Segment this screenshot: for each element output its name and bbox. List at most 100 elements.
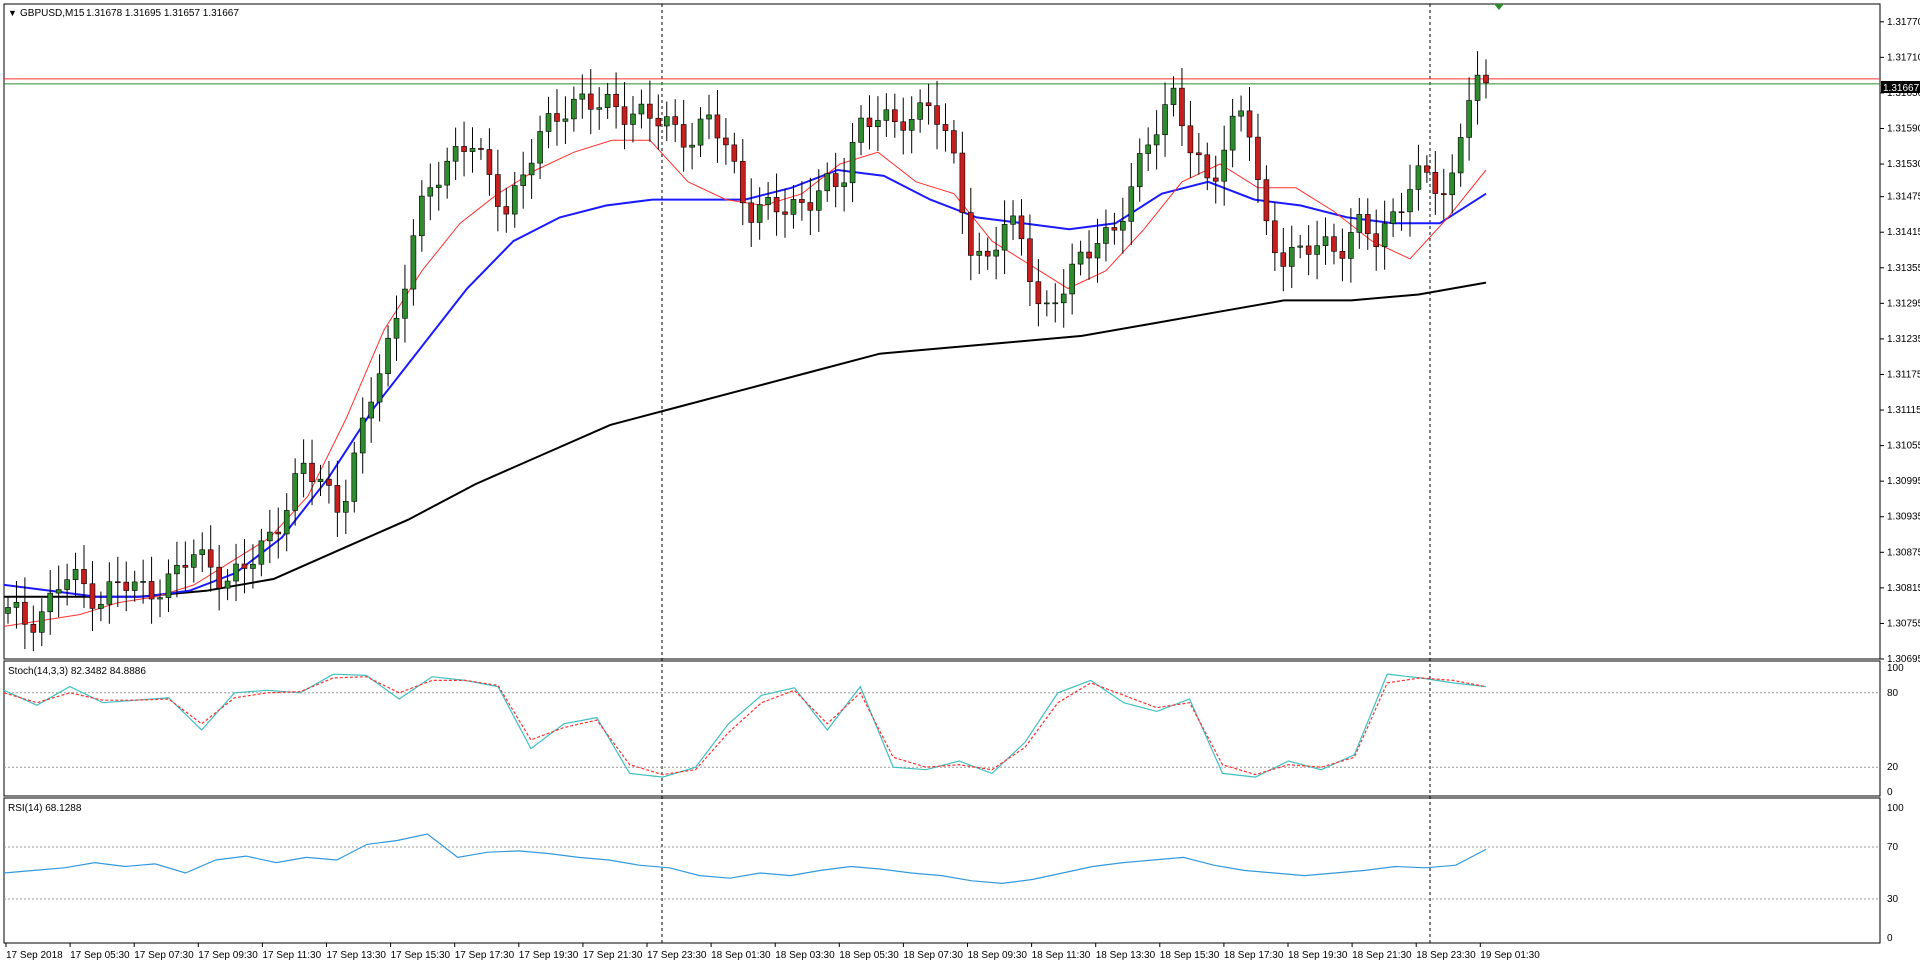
bull-candle-body (663, 116, 670, 127)
bull-candle-body (1120, 221, 1126, 231)
candle (1010, 200, 1016, 241)
candle (174, 541, 180, 598)
bull-candle-body (300, 462, 307, 474)
candle (554, 89, 560, 146)
bear-candle-body (1086, 251, 1092, 259)
bull-candle-body (1136, 153, 1143, 188)
bear-candle-body (1398, 211, 1405, 214)
candle (114, 556, 121, 608)
candle (72, 552, 79, 597)
bull-candle-body (435, 184, 442, 188)
stochastic-layer (3, 673, 1880, 778)
candle (579, 74, 586, 119)
stoch-axis-label: 100 (1887, 663, 1904, 674)
candle (283, 493, 290, 552)
bull-candle-body (368, 401, 374, 419)
bear-candle-body (942, 124, 949, 131)
bull-candle-body (47, 592, 54, 613)
candle (1466, 77, 1472, 161)
bear-candle-body (925, 102, 932, 106)
bear-candle-body (1179, 87, 1185, 127)
candle (1288, 225, 1295, 289)
candle (157, 579, 163, 618)
bull-candle-body (858, 117, 864, 143)
bull-candle-body (1052, 302, 1059, 305)
bull-candle-body (444, 160, 450, 186)
candle (1145, 127, 1151, 172)
candle (292, 458, 298, 526)
candle (478, 137, 484, 160)
time-axis-label: 17 Sep 11:30 (262, 950, 321, 961)
price-axis-label: 1.31235 (1887, 334, 1920, 345)
candle (22, 577, 28, 650)
candle (495, 149, 501, 232)
bull-candle-body (1297, 245, 1303, 248)
candle (1221, 125, 1227, 206)
candle (1018, 199, 1025, 256)
candle (917, 89, 923, 133)
candle (1373, 209, 1380, 271)
candle (984, 237, 991, 270)
price-axis-label: 1.30995 (1887, 476, 1920, 487)
candle (875, 96, 881, 151)
candle (1035, 259, 1042, 327)
stoch-main-line (3, 673, 1487, 778)
candle (1449, 154, 1456, 214)
time-axis-label: 18 Sep 23:30 (1416, 950, 1476, 961)
candle (799, 181, 805, 221)
bull-candle-body (13, 601, 20, 608)
candle (199, 532, 206, 573)
candle (663, 101, 670, 142)
bull-candle-body (545, 113, 552, 132)
bear-candle-body (275, 531, 282, 535)
time-axis-label: 18 Sep 13:30 (1096, 950, 1156, 961)
rsi-panel-frame[interactable] (3, 797, 1881, 944)
bear-candle-body (1364, 214, 1371, 235)
bear-candle-body (1111, 227, 1118, 231)
bull-candle-body (562, 118, 569, 122)
candle (790, 185, 797, 229)
candle (13, 581, 20, 629)
candle (1322, 217, 1329, 265)
stoch-panel-frame[interactable] (3, 660, 1881, 797)
bull-candle-body (292, 473, 298, 511)
bear-candle-body (1280, 252, 1287, 267)
bull-candle-body (1044, 302, 1050, 305)
candle (216, 544, 222, 611)
candle (1331, 223, 1337, 265)
bear-candle-body (554, 113, 560, 122)
bull-candle-body (1060, 293, 1067, 304)
symbol-label: GBPUSD,M15 (20, 8, 85, 19)
bear-candle-body (182, 564, 189, 568)
candle (224, 569, 231, 601)
time-axis-label: 17 Sep 21:30 (583, 950, 643, 961)
candle (655, 94, 662, 150)
candle (697, 107, 704, 158)
price-axis-label: 1.31055 (1887, 441, 1920, 452)
candle (1348, 208, 1354, 283)
stoch-signal-line (3, 676, 1487, 776)
bull-candle-body (402, 288, 408, 319)
bear-candle-body (334, 485, 341, 513)
main-panel-frame[interactable] (3, 3, 1881, 660)
bear-candle-body (1272, 220, 1278, 254)
symbol-menu-arrow-icon[interactable]: ▼ (8, 8, 17, 18)
candle (1381, 200, 1388, 270)
candle (258, 528, 265, 577)
bull-candle-body (351, 452, 358, 502)
candle (680, 99, 687, 172)
bull-candle-body (706, 114, 712, 120)
bear-candle-body (959, 152, 966, 213)
time-axis-label: 18 Sep 11:30 (1032, 950, 1091, 961)
bear-candle-body (891, 109, 898, 123)
candle (1474, 51, 1481, 125)
candle (351, 441, 358, 513)
candle (1407, 164, 1413, 237)
candle (1077, 240, 1084, 276)
bull-candle-body (993, 249, 999, 257)
bear-candle-body (900, 121, 907, 131)
bear-candle-body (1373, 233, 1380, 248)
bear-candle-body (832, 173, 839, 187)
bull-candle-body (140, 581, 146, 583)
bull-candle-body (596, 107, 603, 110)
